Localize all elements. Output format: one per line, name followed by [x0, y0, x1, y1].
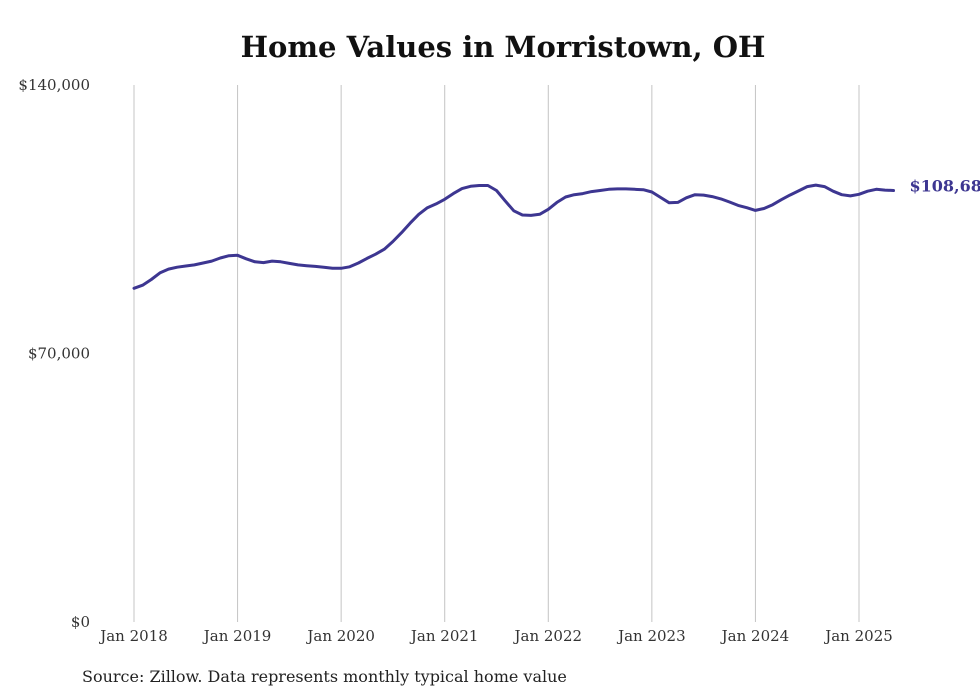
y-tick-label-2: $140,000 [18, 76, 90, 94]
x-tick-label-5: Jan 2023 [616, 627, 686, 645]
x-tick-label-2: Jan 2020 [305, 627, 375, 645]
chart-title: Home Values in Morristown, OH [240, 30, 766, 64]
x-tick-label-1: Jan 2019 [202, 627, 272, 645]
source-note: Source: Zillow. Data represents monthly … [82, 667, 567, 686]
series-line-0 [132, 183, 895, 290]
series-layer [132, 183, 895, 290]
x-tick-label-3: Jan 2021 [409, 627, 479, 645]
grid-lines [133, 85, 860, 622]
x-tick-label-0: Jan 2018 [98, 627, 168, 645]
end-label-layer: $108,685 [909, 176, 980, 195]
x-tick-label-4: Jan 2022 [513, 627, 583, 645]
y-tick-label-0: $0 [71, 613, 90, 631]
y-axis-tick-labels: $0 $70,000 $140,000 [18, 76, 90, 631]
x-axis-tick-labels: Jan 2018 Jan 2019 Jan 2020 Jan 2021 Jan 2022… [98, 627, 893, 645]
x-tick-label-6: Jan 2024 [720, 627, 790, 645]
x-tick-label-7: Jan 2025 [823, 627, 893, 645]
y-tick-label-1: $70,000 [28, 345, 90, 363]
end-value-label: $108,685 [909, 176, 980, 195]
